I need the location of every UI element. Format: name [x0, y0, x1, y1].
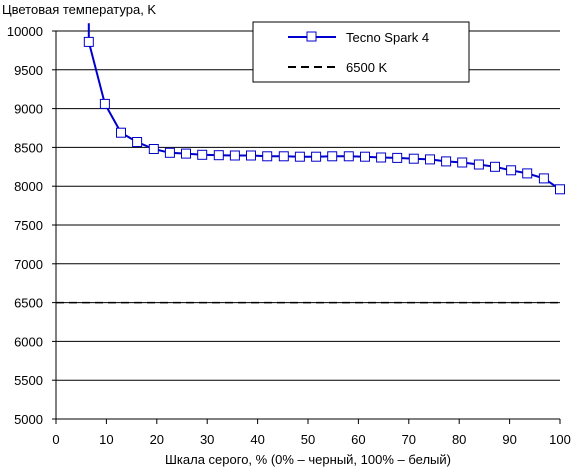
y-tick-label: 7500 — [14, 218, 43, 233]
data-point — [148, 144, 159, 154]
x-tick-label: 90 — [502, 432, 516, 447]
x-axis-title: Шкала серого, % (0% – черный, 100% – бел… — [165, 452, 451, 467]
y-tick-label: 8500 — [14, 140, 43, 155]
x-tick-label: 20 — [150, 432, 164, 447]
data-point — [555, 184, 565, 195]
y-tick-label: 8000 — [14, 179, 43, 194]
x-tick-label: 60 — [351, 432, 365, 447]
data-point — [506, 165, 517, 176]
data-point — [522, 168, 533, 179]
data-point — [311, 151, 322, 162]
data-point — [327, 151, 338, 162]
data-point — [343, 151, 354, 162]
x-tick-label: 80 — [452, 432, 466, 447]
data-point — [83, 36, 94, 47]
data-point — [457, 157, 468, 168]
x-tick-label: 100 — [549, 432, 571, 447]
y-tick-labels: 5000 5500 6000 6500 7000 7500 8000 8500 9000 9500… — [7, 24, 43, 427]
data-point — [538, 173, 549, 184]
data-point — [132, 137, 143, 147]
data-point — [197, 149, 208, 160]
legend-series-label: Tecno Spark 4 — [346, 30, 429, 45]
x-tick-label: 50 — [301, 432, 315, 447]
y-tick-label: 6000 — [14, 334, 43, 349]
data-point — [213, 150, 224, 161]
x-tick-label: 0 — [52, 432, 59, 447]
data-point — [164, 147, 175, 158]
data-point — [99, 98, 110, 109]
data-point — [490, 161, 500, 172]
series-markers — [83, 36, 565, 195]
y-tick-label: 5500 — [14, 373, 43, 388]
data-point — [246, 150, 256, 161]
x-tick-labels: 0 10 20 30 40 50 60 70 80 90 100 — [52, 432, 570, 447]
data-point — [392, 152, 403, 163]
legend-reference-label: 6500 K — [346, 60, 388, 75]
data-point — [262, 151, 273, 162]
y-tick-label: 6500 — [14, 296, 43, 311]
data-point — [278, 151, 289, 162]
y-tick-label: 10000 — [7, 24, 43, 39]
data-point — [473, 159, 484, 170]
data-point — [229, 150, 240, 161]
legend-series-marker — [306, 31, 317, 42]
x-tick-label: 10 — [99, 432, 113, 447]
y-tick-label: 9000 — [14, 102, 43, 117]
data-point — [116, 127, 126, 138]
axes — [52, 30, 561, 424]
y-axis-title: Цветовая температура, K — [2, 2, 156, 17]
y-tick-label: 5000 — [14, 412, 43, 427]
legend-box — [252, 21, 470, 83]
data-point — [408, 153, 419, 164]
y-tick-label: 9500 — [14, 63, 43, 78]
y-tick-label: 7000 — [14, 257, 43, 272]
x-tick-label: 70 — [402, 432, 416, 447]
data-point — [376, 152, 387, 163]
legend: Tecno Spark 4 6500 K — [252, 21, 470, 83]
data-point — [441, 156, 452, 167]
data-point — [360, 151, 370, 162]
x-tick-label: 40 — [250, 432, 264, 447]
x-tick-label: 30 — [200, 432, 214, 447]
data-point — [294, 151, 305, 162]
data-point — [181, 148, 191, 159]
data-point — [425, 154, 435, 165]
